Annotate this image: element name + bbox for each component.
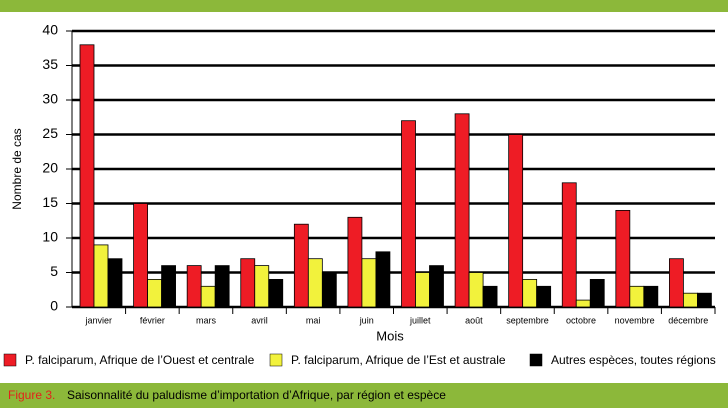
x-tick-label: janvier [85,315,113,325]
bar [454,113,470,308]
bar [522,278,538,308]
bar [307,258,323,308]
x-tick-label: novembre [615,315,655,325]
bar [147,278,162,308]
x-tick-label: mai [306,315,321,325]
bar [293,223,309,308]
bar [429,265,444,308]
y-tick-label: 10 [42,229,58,245]
bar [254,265,270,308]
bar [161,265,176,308]
bar [589,278,605,308]
bar [482,285,498,308]
x-tick-label: février [140,315,165,325]
x-tick-label: juillet [409,315,431,325]
legend-label: Autres espèces, toutes régions [551,353,716,367]
x-axis-label: Mois [376,328,404,343]
x-tick-label: octobre [566,315,596,325]
y-tick-label: 0 [50,298,58,314]
bar [93,244,109,308]
caption-band [0,383,728,408]
bar [697,292,712,308]
legend-label: P. falciparum, Afrique de l’Est et austr… [291,353,506,367]
bar [214,265,230,308]
caption: Saisonnalité du paludisme d’importation … [67,388,446,402]
bar [347,216,363,308]
bar [200,285,216,308]
x-tick-label: décembre [668,315,708,325]
x-tick-label: avril [251,315,268,325]
bar [133,203,148,308]
bar [186,265,202,308]
legend-swatch [3,353,17,367]
y-axis-label: Nombre de cas [10,128,24,209]
top-band [0,0,728,12]
bar [321,272,337,308]
bar [536,285,552,308]
bar [375,251,391,308]
x-tick-label: mars [196,315,216,325]
y-tick-label: 15 [42,194,58,210]
bar [401,120,416,308]
bar [669,258,684,308]
bar [508,134,524,308]
y-tick-label: 30 [42,91,58,107]
bar [268,278,284,308]
bar [561,182,577,308]
x-tick-label: juin [359,315,374,325]
bar [629,285,645,308]
legend-label: P. falciparum, Afrique de l’Ouest et cen… [25,353,255,367]
caption-label: Figure 3. [8,388,55,402]
y-tick-label: 25 [42,125,58,141]
legend-swatch [269,353,283,367]
y-tick-label: 5 [50,263,58,279]
y-tick-label: 20 [42,160,58,176]
bar [615,209,631,308]
bar [468,272,484,308]
bar [361,258,377,308]
bar [79,44,95,308]
x-tick-label: septembre [506,315,549,325]
bar [683,292,698,308]
legend-swatch [529,353,543,367]
bar [240,258,256,308]
bar [643,285,659,308]
y-tick-label: 35 [42,56,58,72]
bar [107,258,123,308]
bar [415,272,430,308]
x-tick-label: août [465,315,483,325]
bar [575,299,591,308]
y-tick-label: 40 [42,22,58,38]
